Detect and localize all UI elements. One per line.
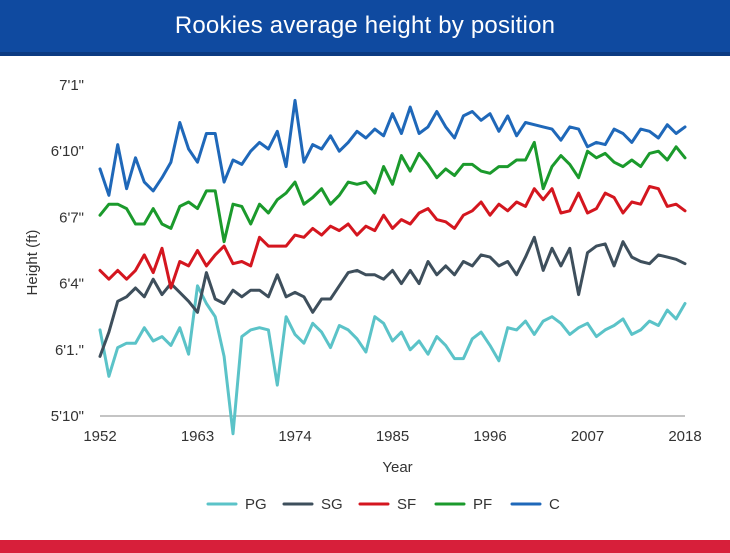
y-tick-label: 5'10"	[51, 408, 84, 425]
x-tick-label: 1952	[83, 428, 116, 445]
line-chart: 5'10" 6'1." 6'4" 6'7" 6'10" 7'1" 1952 1963 1974 1…	[24, 77, 702, 513]
x-tick-label: 1985	[376, 428, 409, 445]
y-tick-label: 6'7"	[59, 209, 84, 226]
series-line-sf	[98, 185, 687, 290]
series-line-c	[98, 98, 687, 197]
x-tick-label: 2007	[571, 428, 604, 445]
series-line-pg	[98, 284, 687, 436]
legend-label-c: C	[549, 496, 560, 513]
legend-label-sg: SG	[321, 496, 343, 513]
y-tick-label: 6'10"	[51, 143, 84, 160]
x-tick-label: 1974	[278, 428, 311, 445]
x-axis-title: Year	[382, 459, 412, 476]
series-line-sg	[98, 235, 687, 358]
x-tick-label: 1996	[473, 428, 506, 445]
title-bar: Rookies average height by position	[0, 0, 730, 56]
legend-label-sf: SF	[397, 496, 416, 513]
bottom-accent-bar	[0, 540, 730, 553]
chart-title: Rookies average height by position	[174, 12, 556, 39]
legend-label-pg: PG	[245, 496, 267, 513]
y-tick-label: 7'1"	[59, 77, 84, 94]
y-tick-label: 6'1."	[55, 342, 84, 359]
y-tick-label: 6'4"	[59, 276, 84, 293]
series-line-pf	[98, 140, 687, 244]
legend-label-pf: PF	[473, 496, 492, 513]
x-tick-label: 1963	[181, 428, 214, 445]
y-axis-title: Height (ft)	[24, 230, 41, 296]
x-tick-label: 2018	[668, 428, 701, 445]
